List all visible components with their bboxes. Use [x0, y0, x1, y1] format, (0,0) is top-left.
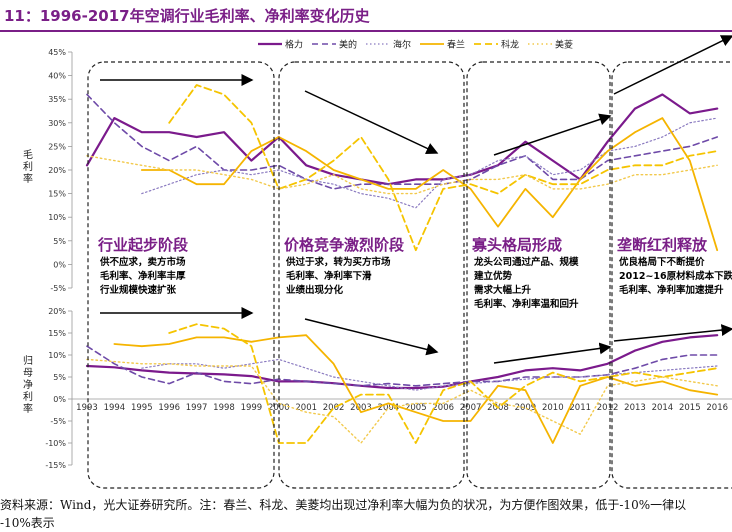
y-tick-label-gross-1: 40% — [48, 72, 66, 81]
trend-arrow-6 — [304, 318, 439, 356]
phase-note-2-1: 供过于求，转为买方市场 — [285, 256, 391, 268]
x-tick-label-2010: 2010 — [542, 403, 564, 413]
phase-title-3: 寡头格局形成 — [471, 236, 562, 254]
y-tick-label-net-3: 5% — [53, 373, 66, 382]
y-tick-label-gross-6: 15% — [48, 190, 66, 199]
phase-box-1 — [87, 61, 275, 489]
series-line-gross-科龙 — [168, 84, 719, 252]
trend-arrow-7 — [493, 342, 612, 364]
x-tick-label-2006: 2006 — [432, 403, 454, 413]
phase-note-2-2: 毛利率、净利率下滑 — [286, 270, 372, 282]
x-tick-label-1993: 1993 — [76, 403, 98, 413]
phase-note-4-1: 优良格局下不断提价 — [619, 256, 705, 268]
trend-arrow-3 — [493, 113, 612, 156]
y-tick-label-gross-7: 10% — [48, 213, 66, 222]
phase-note-3-2: 建立优势 — [473, 270, 513, 282]
x-tick-label-2011: 2011 — [569, 403, 591, 413]
phase-title-2: 价格竞争激烈阶段 — [284, 236, 404, 254]
x-tick-label-1999: 1999 — [241, 403, 263, 413]
x-tick-label-2014: 2014 — [652, 403, 674, 413]
x-tick-label-2000: 2000 — [268, 403, 290, 413]
phase-note-3-3: 需求大幅上升 — [474, 284, 532, 296]
phase-box-3 — [466, 61, 611, 489]
trend-arrow-2 — [304, 90, 439, 154]
legend-label-科龙: 科龙 — [501, 39, 519, 51]
phase-title-4: 垄断红利释放 — [617, 236, 708, 254]
x-tick-label-2009: 2009 — [515, 403, 537, 413]
legend-label-春兰: 春兰 — [447, 39, 465, 51]
source-note-line-2: -10%表示 — [0, 516, 55, 530]
x-tick-label-2016: 2016 — [706, 403, 728, 413]
phase-note-1-2: 毛利率、净利率丰厚 — [100, 270, 186, 282]
chart-canvas: 45% 40% 35% 30% 25% 20% 15% 10% 5% 0% -5% 毛利率 20% 15%… — [23, 35, 732, 489]
x-tick-label-2015: 2015 — [679, 403, 701, 413]
phase-note-2-3: 业绩出现分化 — [286, 284, 344, 296]
phase-title-1: 行业起步阶段 — [97, 236, 188, 254]
series-line-net-美的 — [86, 345, 718, 387]
series-line-gross-格力 — [85, 93, 719, 186]
legend-label-格力: 格力 — [285, 39, 303, 51]
x-tick-label-2013: 2013 — [624, 403, 646, 413]
phase-note-3-4: 毛利率、净利率温和回升 — [474, 298, 579, 310]
y-tick-label-net-5: -5% — [50, 417, 66, 426]
series-line-net-美菱 — [86, 358, 718, 444]
y-tick-label-net-7: -15% — [45, 461, 66, 470]
x-tick-label-2003: 2003 — [350, 403, 372, 413]
trend-arrow-8 — [613, 324, 732, 342]
y-tick-label-gross-8: 5% — [53, 237, 66, 246]
x-tick-label-2002: 2002 — [323, 403, 345, 413]
phase-box-4 — [611, 61, 732, 489]
y-tick-label-net-6: -10% — [45, 439, 66, 448]
y-tick-label-gross-9: 0% — [53, 260, 66, 269]
phase-note-1-3: 行业规模快速扩张 — [99, 284, 177, 296]
y-tick-label-net-0: 20% — [48, 307, 66, 316]
x-tick-label-1995: 1995 — [131, 403, 153, 413]
y-tick-label-gross-10: -5% — [50, 284, 66, 293]
title-rule — [0, 30, 732, 32]
series-line-gross-美菱 — [86, 155, 718, 195]
series-line-gross-春兰 — [140, 117, 719, 252]
x-tick-label-1998: 1998 — [213, 403, 235, 413]
x-tick-label-1997: 1997 — [186, 403, 208, 413]
phase-box-2 — [278, 61, 465, 489]
x-tick-label-1994: 1994 — [104, 403, 126, 413]
legend-label-美菱: 美菱 — [555, 39, 573, 51]
x-tick-label-2005: 2005 — [405, 403, 427, 413]
series-line-net-海尔 — [141, 358, 718, 391]
series-line-gross-美的 — [86, 93, 718, 190]
figure-title: 11：1996-2017年空调行业毛利率、净利率变化历史 — [4, 7, 370, 25]
x-tick-label-2007: 2007 — [460, 403, 482, 413]
y-axis-label-net: 归母净利率 — [23, 354, 33, 415]
legend-label-海尔: 海尔 — [393, 39, 411, 51]
y-tick-label-gross-5: 20% — [48, 166, 66, 175]
phase-note-4-3: 毛利率、净利率加速提升 — [619, 284, 724, 296]
series-line-gross-海尔 — [141, 117, 718, 209]
phase-note-4-2: 2012~16原材料成本下跌 — [619, 270, 732, 282]
source-note: 资料来源：Wind，光大证券研究所。注：春兰、科龙、美菱均出现过净利率大幅为负的… — [0, 496, 732, 532]
phase-note-1-1: 供不应求，卖方市场 — [99, 256, 186, 268]
y-tick-label-net-1: 15% — [48, 329, 66, 338]
x-tick-label-1996: 1996 — [158, 403, 180, 413]
x-tick-label-2004: 2004 — [378, 403, 400, 413]
phase-note-3-1: 龙头公司通过产品、规模 — [473, 256, 579, 268]
series-line-net-春兰 — [113, 334, 719, 444]
y-tick-label-gross-4: 25% — [48, 142, 66, 151]
y-tick-label-net-2: 10% — [48, 351, 66, 360]
legend-label-美的: 美的 — [339, 39, 357, 51]
trend-arrow-4 — [613, 35, 732, 95]
x-tick-label-2012: 2012 — [597, 403, 619, 413]
y-tick-label-gross-0: 45% — [48, 48, 66, 57]
y-tick-label-gross-2: 35% — [48, 95, 66, 104]
y-tick-label-gross-3: 30% — [48, 119, 66, 128]
x-tick-label-2001: 2001 — [295, 403, 317, 413]
y-axis-label-gross: 毛利率 — [23, 149, 33, 185]
y-tick-label-net-4: 0% — [53, 395, 66, 404]
source-note-line-1: 资料来源：Wind，光大证券研究所。注：春兰、科龙、美菱均出现过净利率大幅为负的… — [0, 498, 687, 512]
